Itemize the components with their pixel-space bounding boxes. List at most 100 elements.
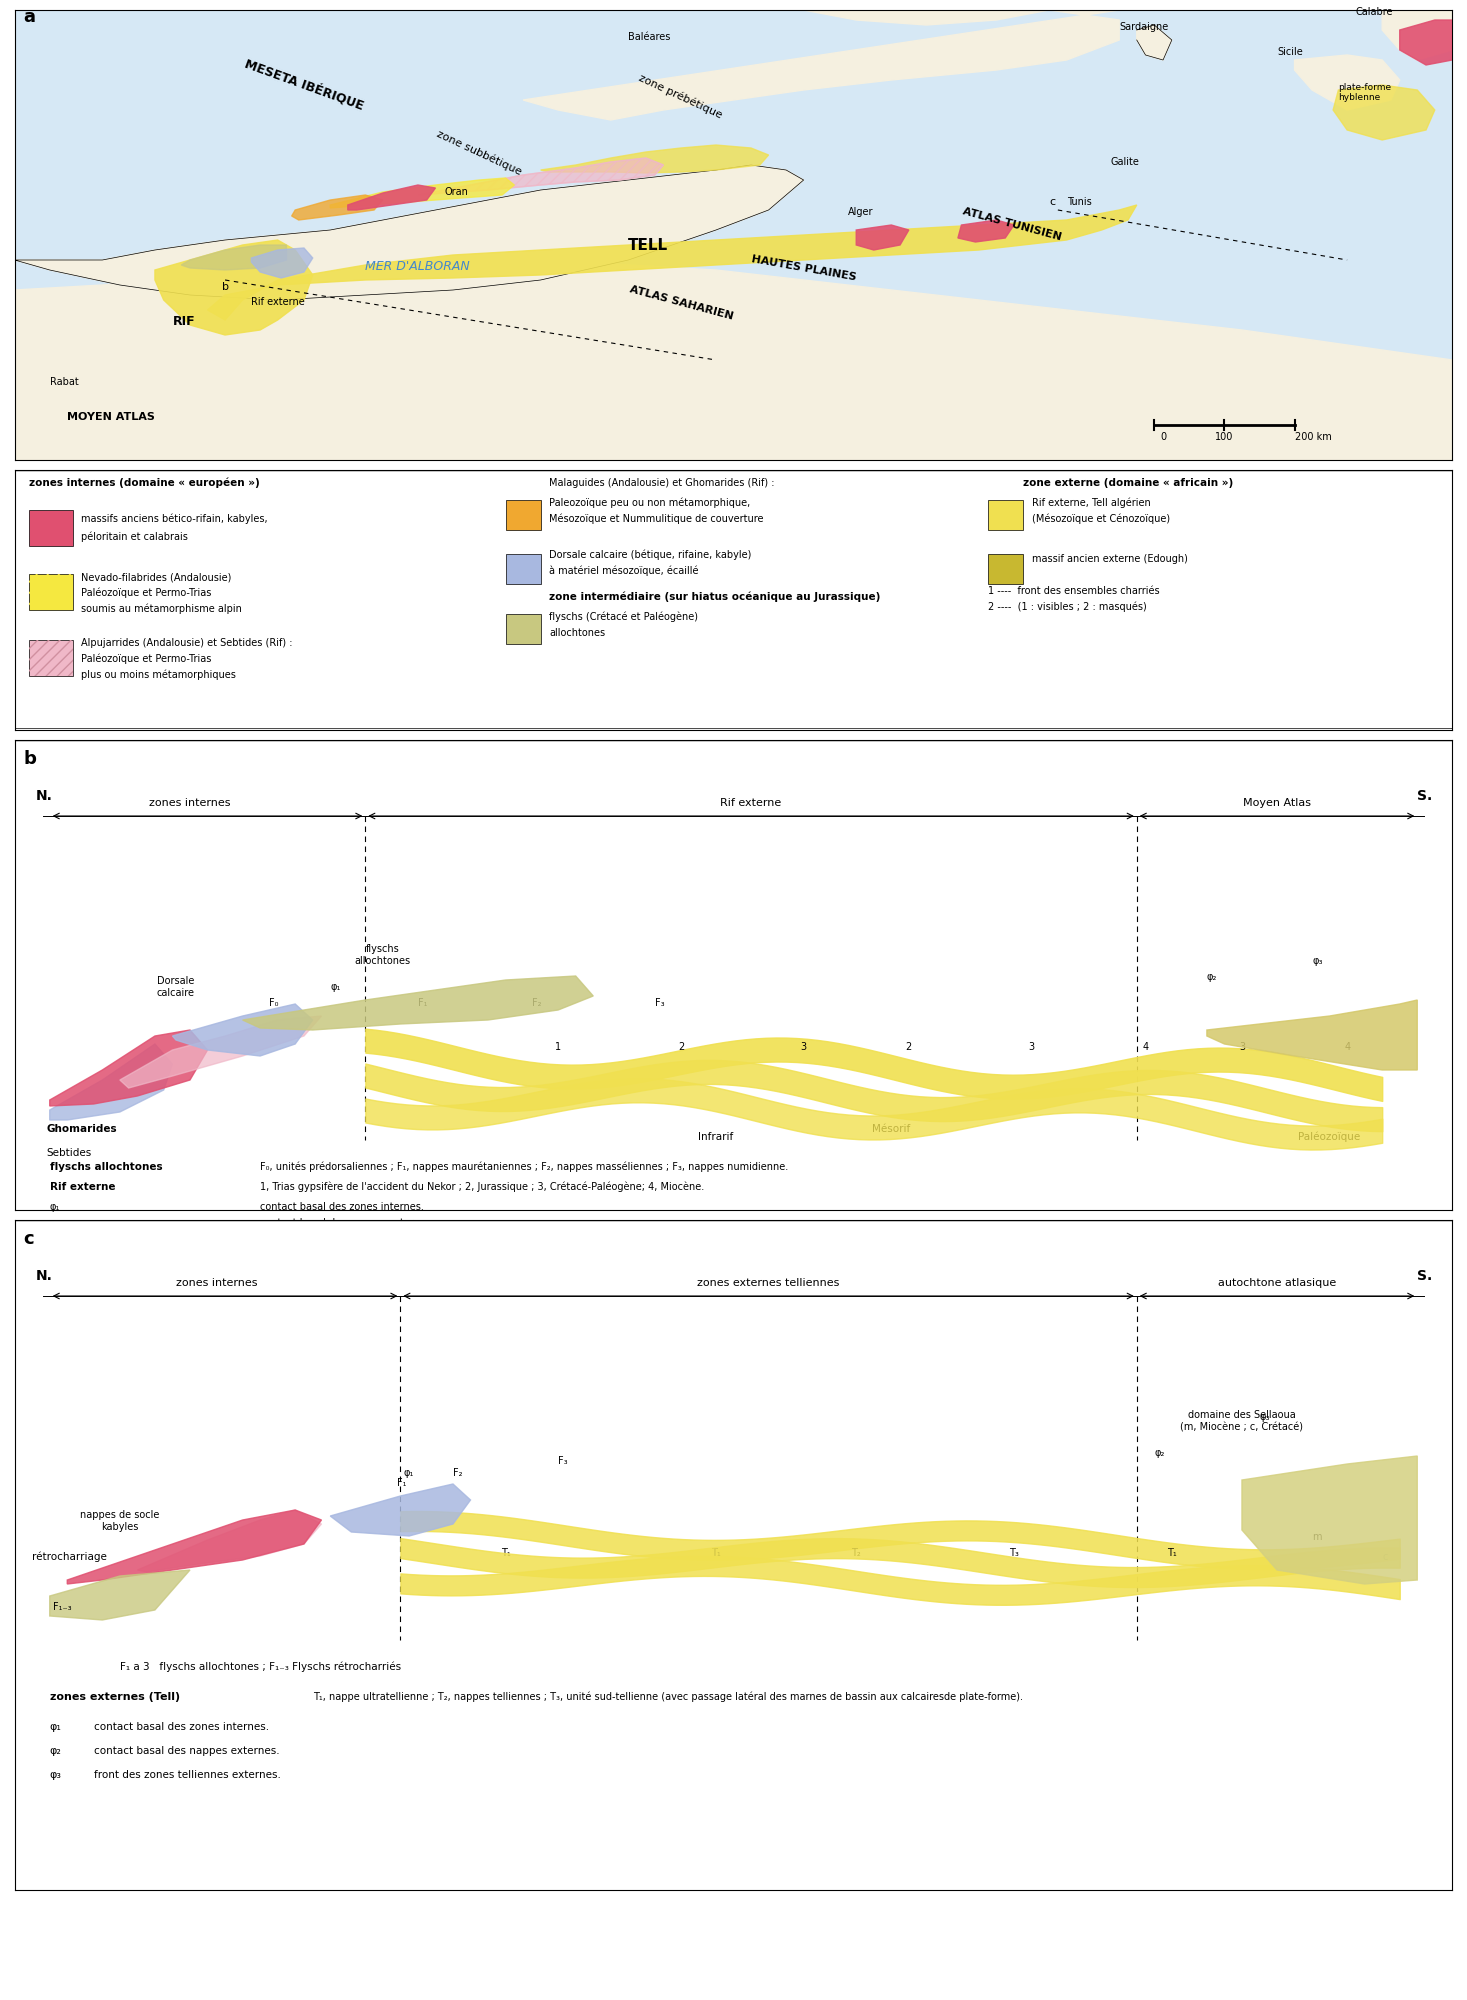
Text: 2: 2 <box>905 1042 912 1052</box>
Text: Mésozoïque et Nummulitique de couverture: Mésozoïque et Nummulitique de couverture <box>550 514 764 524</box>
Text: domaine des Sellaoua
(m, Miocène ; c, Crétacé): domaine des Sellaoua (m, Miocène ; c, Cr… <box>1181 1410 1304 1432</box>
Text: Sicile: Sicile <box>1276 46 1303 56</box>
Text: F₁ a 3   flyschs allochtones ; F₁₋₃ Flyschs rétrocharriés: F₁ a 3 flyschs allochtones ; F₁₋₃ Flysch… <box>120 1662 400 1672</box>
Text: Dorsale
calcaire: Dorsale calcaire <box>157 976 195 998</box>
Text: MER D'ALBORAN: MER D'ALBORAN <box>365 260 469 272</box>
Polygon shape <box>348 186 436 210</box>
Text: MESETA IBÉRIQUE: MESETA IBÉRIQUE <box>242 58 365 112</box>
Polygon shape <box>524 10 1119 120</box>
Text: flyschs
allochtones: flyschs allochtones <box>355 944 411 966</box>
Text: Rif externe: Rif externe <box>251 296 305 306</box>
Bar <box>506 614 541 644</box>
Text: 3: 3 <box>1238 1042 1245 1052</box>
Text: HAUTES PLAINES: HAUTES PLAINES <box>751 254 858 282</box>
Text: allochtones: allochtones <box>550 628 606 638</box>
Polygon shape <box>15 10 804 300</box>
Polygon shape <box>156 240 312 334</box>
Text: F₀, unités prédorsaliennes ; F₁, nappes maurétaniennes ; F₂, nappes masséliennes: F₀, unités prédorsaliennes ; F₁, nappes … <box>260 1162 788 1172</box>
Text: F₂: F₂ <box>533 998 541 1008</box>
Text: ATLAS SAHARIEN: ATLAS SAHARIEN <box>628 284 734 322</box>
Bar <box>29 510 72 546</box>
Polygon shape <box>330 178 515 208</box>
Text: F₀: F₀ <box>268 998 279 1008</box>
Text: φ₃: φ₃ <box>50 1234 60 1244</box>
Text: Mésorif: Mésorif <box>873 1124 911 1134</box>
Text: front des zones telliennes externes.: front des zones telliennes externes. <box>94 1770 280 1780</box>
Text: T₁, nappe ultratellienne ; T₂, nappes telliennes ; T₃, unité sud-tellienne (avec: T₁, nappe ultratellienne ; T₂, nappes te… <box>312 1692 1022 1702</box>
Text: m: m <box>1311 1532 1322 1542</box>
Polygon shape <box>182 244 286 270</box>
Text: φ₃: φ₃ <box>1311 956 1323 966</box>
Text: Paléozoïque et Permo-Trias: Paléozoïque et Permo-Trias <box>81 588 211 598</box>
Text: b: b <box>23 750 37 768</box>
Polygon shape <box>1400 20 1452 64</box>
Text: φ₃: φ₃ <box>50 1770 62 1780</box>
Bar <box>987 554 1022 584</box>
Text: T₂: T₂ <box>851 1548 861 1558</box>
Text: φ₁: φ₁ <box>50 1722 62 1732</box>
Text: zones externes (Tell): zones externes (Tell) <box>50 1692 180 1702</box>
Text: Tunis: Tunis <box>1067 198 1091 208</box>
Polygon shape <box>173 1004 312 1056</box>
Text: 3: 3 <box>801 1042 807 1052</box>
Text: Calabre: Calabre <box>1356 6 1394 16</box>
Text: zone intermédiaire (sur hiatus océanique au Jurassique): zone intermédiaire (sur hiatus océanique… <box>550 592 880 602</box>
Text: Oran: Oran <box>445 188 468 198</box>
Text: nappes de socle
kabyles: nappes de socle kabyles <box>81 1510 160 1532</box>
Text: N.: N. <box>35 1270 53 1284</box>
Text: 200 km: 200 km <box>1294 432 1331 442</box>
Text: Infrarif: Infrarif <box>698 1132 734 1142</box>
Text: front des zones rifaines externes: front des zones rifaines externes <box>260 1234 420 1244</box>
Text: Rif externe: Rif externe <box>720 798 782 808</box>
Text: Ghomarides: Ghomarides <box>47 1124 117 1134</box>
Text: φ₁: φ₁ <box>403 1468 414 1478</box>
Text: 4: 4 <box>1143 1042 1149 1052</box>
Text: φ₂: φ₂ <box>50 1218 60 1228</box>
Bar <box>29 574 72 610</box>
Text: S.: S. <box>1417 1270 1432 1284</box>
Polygon shape <box>418 158 663 196</box>
Polygon shape <box>67 1510 321 1584</box>
Text: φ₃: φ₃ <box>1260 1412 1270 1422</box>
Text: contact basal des zones internes.: contact basal des zones internes. <box>94 1722 268 1732</box>
Text: soumis au métamorphisme alpin: soumis au métamorphisme alpin <box>81 604 242 614</box>
Text: T₃: T₃ <box>1009 1548 1020 1558</box>
Text: c: c <box>23 1230 34 1248</box>
Text: zone externe (domaine « africain »): zone externe (domaine « africain ») <box>1022 478 1234 488</box>
Text: T₁: T₁ <box>500 1548 511 1558</box>
Text: Rif externe: Rif externe <box>50 1182 116 1192</box>
Text: MOYEN ATLAS: MOYEN ATLAS <box>67 412 156 422</box>
Text: Nevado-filabrides (Andalousie): Nevado-filabrides (Andalousie) <box>81 572 232 582</box>
Text: zones externes telliennes: zones externes telliennes <box>697 1278 839 1288</box>
Text: Malaguides (Andalousie) et Ghomarides (Rif) :: Malaguides (Andalousie) et Ghomarides (R… <box>550 478 775 488</box>
Text: ATLAS TUNISIEN: ATLAS TUNISIEN <box>961 206 1062 242</box>
Bar <box>506 554 541 584</box>
Text: F₁: F₁ <box>398 1478 406 1488</box>
Text: plus ou moins métamorphiques: plus ou moins métamorphiques <box>81 670 236 680</box>
Text: Alpujarrides (Andalousie) et Sebtides (Rif) :: Alpujarrides (Andalousie) et Sebtides (R… <box>81 638 293 648</box>
FancyBboxPatch shape <box>15 10 1452 460</box>
Text: contact basal des zones internes.: contact basal des zones internes. <box>260 1202 424 1212</box>
Text: rétrocharriage: rétrocharriage <box>32 1552 107 1562</box>
Text: 1 ----  front des ensembles charriés: 1 ---- front des ensembles charriés <box>987 586 1159 596</box>
Text: S.: S. <box>1417 788 1432 802</box>
Bar <box>987 500 1022 530</box>
Text: plate-forme
hyblenne: plate-forme hyblenne <box>1338 82 1392 102</box>
Text: flyschs (Crétacé et Paléogène): flyschs (Crétacé et Paléogène) <box>550 612 698 622</box>
Text: φ₂: φ₂ <box>1207 972 1218 982</box>
Text: Dorsale calcaire (bétique, rifaine, kabyle): Dorsale calcaire (bétique, rifaine, kaby… <box>550 550 751 560</box>
Text: 2: 2 <box>678 1042 684 1052</box>
Text: 1: 1 <box>555 1042 562 1052</box>
Text: Galite: Galite <box>1111 158 1140 168</box>
Polygon shape <box>1382 10 1452 60</box>
Text: 3: 3 <box>1028 1042 1034 1052</box>
Text: zones internes: zones internes <box>150 798 230 808</box>
Text: F₃: F₃ <box>557 1456 568 1466</box>
Text: 0: 0 <box>1160 432 1166 442</box>
Polygon shape <box>50 1030 207 1106</box>
Text: zones internes (domaine « européen »): zones internes (domaine « européen ») <box>29 478 260 488</box>
Text: c: c <box>1049 198 1055 208</box>
Text: autochtone atlasique: autochtone atlasique <box>1218 1278 1336 1288</box>
Text: φ₂: φ₂ <box>1155 1448 1165 1458</box>
Bar <box>506 500 541 530</box>
